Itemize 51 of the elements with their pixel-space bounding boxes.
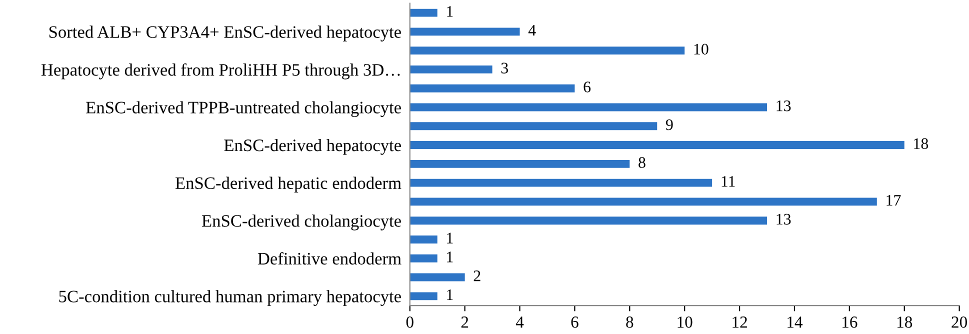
bar [410, 160, 630, 168]
data-label: 2 [474, 270, 480, 282]
data-label: 8 [638, 157, 646, 168]
x-tick-label: 10 [678, 316, 692, 328]
bar [410, 216, 768, 225]
y-tick-label: EnSC-derived TPPB-untreated cholangiocyte [86, 101, 401, 118]
x-tick-label: 8 [626, 316, 634, 328]
bar [410, 254, 438, 262]
data-label: 1 [447, 252, 453, 262]
bar [410, 292, 438, 300]
bar [410, 103, 768, 112]
data-label: 13 [776, 100, 791, 112]
y-tick-label: Hepatocyte derived from ProliHH P5 through 3D… [41, 63, 400, 80]
data-label: 18 [914, 138, 928, 150]
x-tick-label: 12 [732, 316, 747, 328]
data-label: 1 [447, 232, 453, 244]
bar [410, 46, 685, 55]
data-label: 10 [694, 44, 708, 55]
data-label: 3 [501, 62, 508, 74]
bar [410, 8, 438, 17]
y-tick-label: EnSC-derived hepatocyte [224, 139, 401, 155]
bar [410, 84, 575, 92]
bar [410, 141, 904, 149]
bar [410, 178, 712, 187]
bar [410, 28, 520, 36]
bar [410, 198, 877, 206]
data-label: 9 [666, 119, 673, 130]
y-tick-label: EnSC-derived hepatic endoderm [175, 176, 402, 193]
data-label: 11 [722, 176, 735, 187]
y-tick-label: 5C-condition cultured human primary hepatocyte [59, 290, 401, 306]
x-tick-label: 2 [461, 316, 468, 328]
y-tick-label: Sorted ALB+ CYP3A4+ EnSC-derived hepatocyte [49, 26, 401, 42]
data-label: 1 [447, 289, 453, 300]
data-label: 6 [584, 82, 591, 92]
bar [410, 122, 658, 130]
bar [410, 65, 492, 74]
x-tick-label: 6 [571, 316, 578, 328]
data-label: 4 [528, 25, 536, 36]
x-tick-label: 20 [952, 316, 968, 328]
data-label: 1 [447, 6, 453, 17]
x-tick-label: 14 [788, 316, 803, 328]
x-tick-label: 0 [406, 316, 414, 328]
bar [410, 273, 465, 282]
x-tick-label: 4 [516, 316, 524, 328]
y-tick-label: EnSC-derived cholangiocyte [202, 214, 401, 230]
y-tick-label: Definitive endoderm [258, 252, 402, 265]
bar [410, 236, 438, 244]
data-label: 13 [776, 214, 791, 225]
data-label: 17 [886, 195, 901, 206]
x-tick-label: 18 [898, 316, 912, 328]
x-tick-label: 16 [842, 316, 858, 328]
